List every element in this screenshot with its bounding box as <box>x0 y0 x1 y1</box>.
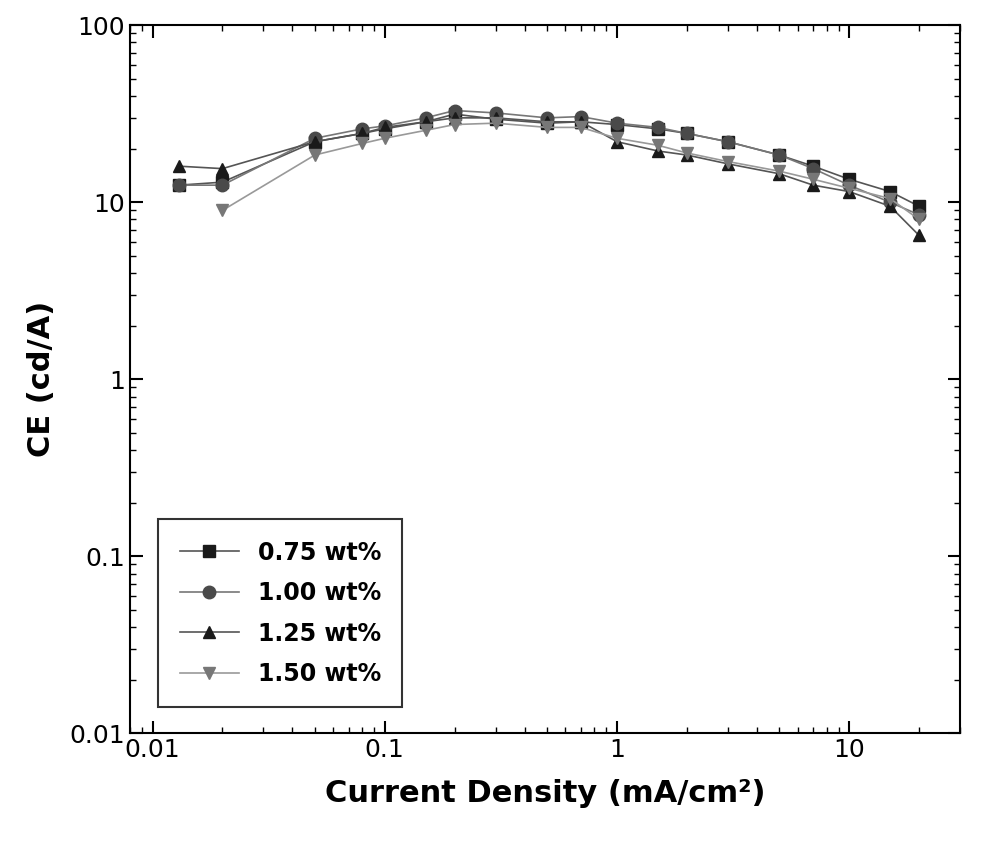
Line: 1.00 wt%: 1.00 wt% <box>173 105 925 221</box>
0.75 wt% <box>356 128 368 138</box>
1.00 wt% <box>173 180 185 191</box>
1.25 wt% <box>681 150 693 160</box>
0.75 wt% <box>773 150 785 160</box>
Y-axis label: CE (cd/A): CE (cd/A) <box>27 301 56 458</box>
0.75 wt% <box>807 161 819 171</box>
0.75 wt% <box>652 124 664 134</box>
0.75 wt% <box>913 201 925 212</box>
1.25 wt% <box>807 180 819 191</box>
0.75 wt% <box>490 114 502 124</box>
1.25 wt% <box>449 113 461 123</box>
1.50 wt% <box>575 122 587 132</box>
1.00 wt% <box>773 150 785 160</box>
0.75 wt% <box>449 109 461 119</box>
1.25 wt% <box>490 113 502 123</box>
1.25 wt% <box>611 137 623 147</box>
1.25 wt% <box>575 116 587 126</box>
1.25 wt% <box>652 146 664 156</box>
1.50 wt% <box>309 150 321 160</box>
0.75 wt% <box>722 137 734 147</box>
Line: 0.75 wt%: 0.75 wt% <box>173 109 925 212</box>
0.75 wt% <box>541 118 553 128</box>
0.75 wt% <box>681 128 693 138</box>
1.00 wt% <box>420 113 432 123</box>
1.00 wt% <box>722 137 734 147</box>
1.50 wt% <box>913 214 925 224</box>
0.75 wt% <box>309 137 321 147</box>
1.00 wt% <box>652 122 664 132</box>
1.50 wt% <box>681 148 693 158</box>
1.50 wt% <box>807 175 819 185</box>
1.50 wt% <box>773 166 785 176</box>
1.50 wt% <box>490 118 502 128</box>
1.25 wt% <box>773 169 785 179</box>
Line: 1.25 wt%: 1.25 wt% <box>173 111 925 242</box>
1.00 wt% <box>216 180 228 191</box>
1.50 wt% <box>652 140 664 150</box>
0.75 wt% <box>884 186 896 196</box>
0.75 wt% <box>611 120 623 130</box>
0.75 wt% <box>216 177 228 187</box>
1.50 wt% <box>884 194 896 204</box>
1.00 wt% <box>681 128 693 138</box>
1.00 wt% <box>449 105 461 115</box>
1.25 wt% <box>884 201 896 212</box>
Line: 1.50 wt%: 1.50 wt% <box>216 117 925 226</box>
1.25 wt% <box>722 158 734 169</box>
0.75 wt% <box>173 180 185 191</box>
1.50 wt% <box>843 183 855 193</box>
1.25 wt% <box>309 137 321 147</box>
1.50 wt% <box>216 206 228 216</box>
1.50 wt% <box>356 138 368 148</box>
1.00 wt% <box>913 210 925 220</box>
1.50 wt% <box>541 122 553 132</box>
1.25 wt% <box>173 161 185 171</box>
1.25 wt% <box>541 116 553 126</box>
0.75 wt% <box>379 124 391 134</box>
Legend: 0.75 wt%, 1.00 wt%, 1.25 wt%, 1.50 wt%: 0.75 wt%, 1.00 wt%, 1.25 wt%, 1.50 wt% <box>158 519 402 707</box>
1.00 wt% <box>575 111 587 121</box>
1.00 wt% <box>884 197 896 207</box>
1.00 wt% <box>379 121 391 131</box>
1.50 wt% <box>449 120 461 130</box>
1.50 wt% <box>420 126 432 136</box>
0.75 wt% <box>575 116 587 126</box>
1.50 wt% <box>722 157 734 167</box>
1.25 wt% <box>913 230 925 240</box>
1.50 wt% <box>379 133 391 143</box>
1.00 wt% <box>843 180 855 191</box>
1.25 wt% <box>420 116 432 126</box>
1.00 wt% <box>356 124 368 134</box>
X-axis label: Current Density (mA/cm²): Current Density (mA/cm²) <box>325 779 765 808</box>
1.00 wt% <box>541 113 553 123</box>
1.25 wt% <box>379 122 391 132</box>
1.50 wt% <box>611 133 623 143</box>
1.00 wt% <box>611 118 623 128</box>
0.75 wt% <box>420 116 432 126</box>
1.25 wt% <box>843 186 855 196</box>
1.00 wt% <box>490 108 502 118</box>
0.75 wt% <box>843 175 855 185</box>
1.00 wt% <box>309 133 321 143</box>
1.00 wt% <box>807 164 819 174</box>
1.25 wt% <box>356 128 368 138</box>
1.25 wt% <box>216 164 228 174</box>
